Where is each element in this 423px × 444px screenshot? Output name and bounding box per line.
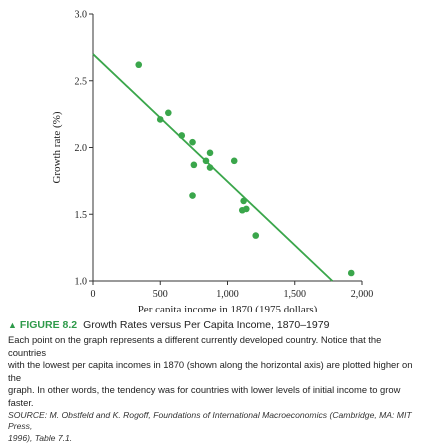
data-point [202, 157, 210, 165]
figure-number: FIGURE 8.2 [19, 319, 78, 331]
description-line: Each point on the graph represents a dif… [8, 334, 382, 358]
description-line: graph. In other words, the tendency was … [8, 384, 401, 408]
y-tick-label: 2.5 [75, 76, 88, 87]
figure-description: Each point on the graph represents a dif… [8, 334, 416, 410]
data-point [189, 192, 196, 199]
x-tick-label: 1,000 [216, 289, 239, 300]
y-tick-label: 1.0 [75, 277, 88, 288]
triangle-marker-icon: ▲ [8, 320, 17, 330]
data-point [230, 157, 238, 165]
data-point [135, 61, 143, 69]
y-axis-title: Growth rate (%) [51, 111, 63, 183]
data-point [189, 138, 196, 146]
data-point [165, 109, 172, 117]
data-point [190, 161, 198, 169]
data-point [347, 269, 355, 277]
y-tick-label: 3.0 [75, 10, 88, 21]
y-tick-label: 2.0 [75, 143, 88, 154]
axes: 1.0 1.5 2.0 2.5 3.0 0 500 1,000 1,500 2,000 [75, 10, 374, 301]
data-point [206, 164, 214, 171]
x-tick-label: 500 [153, 289, 168, 300]
data-point [206, 149, 214, 157]
x-tick-label: 0 [91, 289, 96, 300]
figure-source: SOURCE: M. Obstfeld and K. Rogoff, Found… [8, 410, 416, 444]
source-line: 1996), Table 7.1. [8, 432, 73, 443]
data-points [135, 61, 355, 277]
description-line: with the lowest per capita incomes in 18… [8, 359, 413, 383]
figure-heading: ▲ FIGURE 8.2 Growth Rates versus Per Capit… [8, 318, 416, 332]
data-point [252, 232, 260, 239]
data-point [178, 132, 186, 139]
data-point [240, 197, 247, 205]
scatter-chart: 1.0 1.5 2.0 2.5 3.0 0 500 1,000 1,500 2,000 Per c… [51, 10, 374, 313]
data-point [243, 205, 250, 213]
y-tick-label: 1.5 [75, 210, 88, 221]
x-tick-label: 1,500 [284, 289, 307, 300]
x-tick-label: 2,000 [351, 289, 374, 300]
source-line: SOURCE: M. Obstfeld and K. Rogoff, Found… [8, 409, 412, 432]
figure-title: Growth Rates versus Per Capita Income, 1… [83, 319, 330, 331]
x-axis-title: Per capita income in 1870 (1975 dollars) [138, 304, 318, 312]
data-point [156, 116, 164, 123]
figure-caption: ▲ FIGURE 8.2 Growth Rates versus Per Capit… [8, 318, 416, 444]
